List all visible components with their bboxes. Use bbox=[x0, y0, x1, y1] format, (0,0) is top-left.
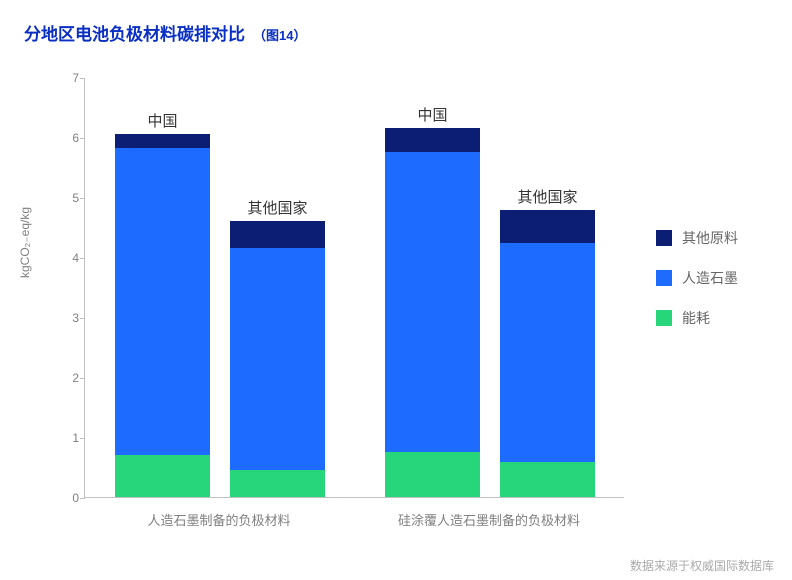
chart-container: kgCO₂₋eq/kg 01234567中国其他国家中国其他国家 其他原料人造石… bbox=[24, 78, 768, 558]
y-tick-label: 7 bbox=[51, 71, 79, 85]
legend-swatch bbox=[656, 230, 672, 246]
x-category-label: 硅涂覆人造石墨制备的负极材料 bbox=[398, 510, 580, 529]
legend-label: 人造石墨 bbox=[682, 268, 738, 288]
y-tick-label: 4 bbox=[51, 251, 79, 265]
bar-segment-other_raw bbox=[230, 221, 325, 248]
bar-segment-other_raw bbox=[500, 210, 595, 243]
chart-title-row: 分地区电池负极材料碳排对比 （图14） bbox=[24, 20, 306, 45]
plot-area: 01234567中国其他国家中国其他国家 bbox=[84, 78, 624, 498]
chart-title-sub: （图14） bbox=[253, 25, 306, 44]
legend-swatch bbox=[656, 270, 672, 286]
bar-stack: 其他国家 bbox=[230, 221, 325, 497]
bar-segment-syn_graphite bbox=[230, 248, 325, 470]
y-tick-label: 5 bbox=[51, 191, 79, 205]
bar-stack: 中国 bbox=[385, 128, 480, 497]
x-category-label: 人造石墨制备的负极材料 bbox=[147, 510, 290, 529]
chart-title-main: 分地区电池负极材料碳排对比 bbox=[24, 20, 245, 45]
bar-segment-other_raw bbox=[115, 134, 210, 148]
y-tick-label: 0 bbox=[51, 491, 79, 505]
bar-stack: 其他国家 bbox=[500, 210, 595, 497]
bar-segment-energy bbox=[115, 455, 210, 497]
bar-top-label: 中国 bbox=[417, 104, 447, 125]
bar-segment-energy bbox=[230, 470, 325, 497]
y-tick-label: 6 bbox=[51, 131, 79, 145]
bar-segment-syn_graphite bbox=[385, 152, 480, 452]
legend-item: 人造石墨 bbox=[656, 268, 738, 288]
legend-swatch bbox=[656, 310, 672, 326]
bar-segment-energy bbox=[385, 452, 480, 497]
y-tick-label: 3 bbox=[51, 311, 79, 325]
bar-segment-syn_graphite bbox=[500, 243, 595, 462]
legend-label: 能耗 bbox=[682, 308, 710, 328]
source-note: 数据来源于权威国际数据库 bbox=[630, 557, 774, 574]
bar-segment-energy bbox=[500, 462, 595, 497]
bar-top-label: 其他国家 bbox=[247, 197, 307, 218]
y-tick-label: 2 bbox=[51, 371, 79, 385]
bar-top-label: 中国 bbox=[147, 110, 177, 131]
legend-item: 其他原料 bbox=[656, 228, 738, 248]
legend-label: 其他原料 bbox=[682, 228, 738, 248]
y-axis-label: kgCO₂₋eq/kg bbox=[18, 207, 32, 278]
bar-stack: 中国 bbox=[115, 134, 210, 497]
bar-top-label: 其他国家 bbox=[517, 186, 577, 207]
bar-segment-other_raw bbox=[385, 128, 480, 152]
y-tick-label: 1 bbox=[51, 431, 79, 445]
bar-segment-syn_graphite bbox=[115, 148, 210, 455]
legend-item: 能耗 bbox=[656, 308, 738, 328]
legend: 其他原料人造石墨能耗 bbox=[656, 228, 738, 348]
